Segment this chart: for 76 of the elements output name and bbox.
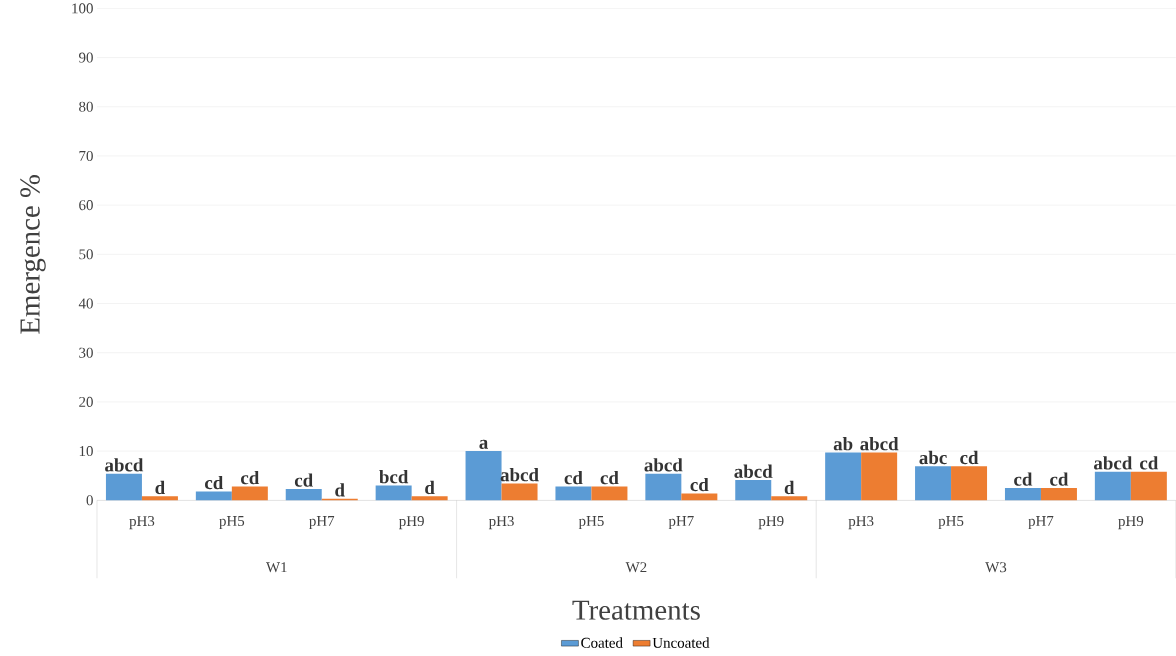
- bar: [501, 483, 538, 501]
- bar: [411, 496, 448, 501]
- bar: [951, 466, 988, 501]
- y-tick-label: 50: [79, 249, 93, 260]
- data-label: abcd: [105, 458, 144, 472]
- data-label: cd: [1014, 472, 1033, 486]
- y-tick-label: 20: [79, 396, 93, 407]
- data-label: cd: [600, 470, 619, 485]
- x-tick-label: pH3: [129, 515, 155, 529]
- y-axis-title: Emergence %: [20, 174, 46, 334]
- data-label: d: [784, 480, 795, 495]
- x-tick-label: pH7: [309, 515, 335, 529]
- bar: [285, 488, 322, 501]
- y-tick-label: 90: [79, 52, 93, 63]
- y-tick-label: 30: [79, 347, 93, 358]
- data-label: cd: [960, 450, 979, 465]
- bar: [1040, 487, 1077, 501]
- bar: [735, 479, 772, 501]
- y-tick-label: 70: [79, 150, 93, 161]
- y-tick-label: 0: [86, 495, 93, 506]
- x-tick-label: pH5: [938, 515, 964, 529]
- text: W3: [985, 562, 1007, 573]
- y-tick-label: 100: [72, 3, 93, 14]
- data-label: cd: [1140, 456, 1159, 470]
- data-label: d: [425, 480, 435, 495]
- x-tick-label: pH9: [1118, 515, 1144, 529]
- bar: [195, 491, 232, 501]
- legend-label: Coated: [581, 637, 623, 648]
- bar: [1004, 487, 1041, 501]
- data-label: cd: [564, 470, 583, 485]
- bar: [771, 496, 808, 501]
- data-label: cd: [205, 475, 224, 490]
- data-label: cd: [1050, 472, 1069, 486]
- data-label: abc: [919, 450, 947, 465]
- bar: [915, 466, 952, 501]
- y-tick-label: 10: [79, 445, 93, 456]
- y-tick-label: 80: [79, 101, 93, 112]
- bar: [555, 486, 592, 501]
- bar: [825, 452, 862, 501]
- x-tick-label: pH3: [848, 515, 874, 529]
- data-label: bcd: [379, 469, 409, 484]
- x-tick-label: pH9: [399, 515, 424, 529]
- data-label: a: [479, 439, 488, 449]
- y-tick-label: 60: [79, 199, 93, 211]
- x-tick-label: pH9: [758, 515, 784, 529]
- bar: [375, 485, 412, 501]
- x-tick-label: pH7: [668, 515, 694, 529]
- data-label: cd: [690, 477, 709, 492]
- bar: [141, 496, 178, 501]
- x-tick-label: pH7: [1028, 515, 1054, 529]
- data-label: cd: [294, 473, 313, 487]
- data-label: abcd: [734, 464, 773, 478]
- text: W2: [625, 562, 647, 573]
- bar: [861, 452, 898, 501]
- text: W1: [266, 562, 287, 573]
- bar: [1094, 471, 1131, 501]
- bar: [231, 486, 268, 501]
- data-label: ab: [833, 436, 853, 451]
- bar: [645, 473, 682, 501]
- x-tick-label: pH5: [578, 515, 604, 529]
- y-tick-label: 40: [78, 298, 93, 309]
- data-label: abcd: [860, 436, 899, 451]
- data-label: abcd: [1094, 456, 1133, 470]
- data-label: cd: [241, 470, 260, 485]
- x-tick-label: pH5: [219, 515, 245, 529]
- bar: [681, 493, 718, 501]
- x-tick-label: pH3: [488, 515, 514, 529]
- bar: [591, 486, 628, 501]
- bar: [465, 450, 502, 501]
- data-label: d: [155, 480, 165, 495]
- legend-label: Uncoated: [652, 637, 710, 648]
- data-label: abcd: [644, 458, 683, 472]
- bar: [105, 473, 142, 501]
- data-label: d: [335, 483, 345, 497]
- bar: [1130, 471, 1167, 501]
- x-axis-title: Treatments: [572, 600, 700, 620]
